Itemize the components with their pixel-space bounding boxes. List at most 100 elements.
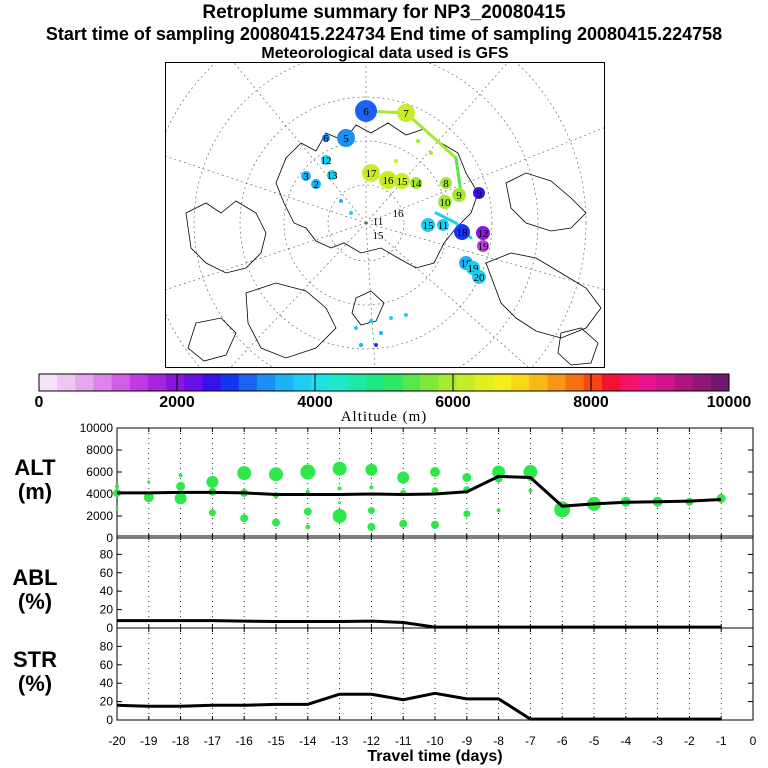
polar-map: 6 7 5 6 17 16 15 14 12 13 3 2 8 9 10 9 11 15 18 12 19 18 19 20 1… (165, 62, 605, 368)
plume-day-label: 15 (373, 230, 385, 242)
colorbar-swatch (39, 374, 58, 391)
alt-cluster-marker (147, 480, 151, 484)
plume-particle (404, 313, 408, 317)
colorbar-swatch (547, 374, 567, 391)
colorbar-swatch (620, 374, 639, 391)
plume-day-label: 18 (457, 227, 469, 239)
colorbar-swatch (583, 374, 603, 391)
abl-ytick-label: 40 (100, 584, 114, 598)
alt-cluster-marker (332, 461, 347, 476)
colorbar-swatch (256, 374, 276, 391)
alt-cluster-marker (176, 481, 186, 491)
abl-series-line (117, 619, 722, 629)
plume-particle (389, 316, 393, 320)
colorbar-tick-label: 6000 (435, 394, 471, 411)
plume-day-label: 19 (468, 263, 480, 275)
plot-title: Retroplume summary for NP3_20080415 (202, 2, 566, 23)
plume-day-label: 19 (478, 241, 490, 253)
colorbar-swatch (656, 374, 676, 391)
x-tick-label: 0 (750, 734, 757, 748)
plume-marker (379, 171, 397, 189)
alt-cluster-marker (365, 463, 378, 476)
alt-cluster-marker (174, 492, 187, 505)
plume-marker (476, 226, 490, 240)
alt-ytick-label: 4000 (86, 487, 113, 501)
x-tick-label: -11 (395, 734, 412, 748)
str-panel-unit: (%) (17, 671, 53, 696)
colorbar-swatch (638, 374, 657, 391)
colorbar-swatch (601, 374, 621, 391)
colorbar-swatch (57, 374, 76, 391)
plume-day-label: 16 (383, 175, 395, 187)
x-tick-label: -5 (589, 734, 600, 748)
plume-marker (440, 177, 452, 189)
meteo-source: Meteorological data used is GFS (261, 45, 509, 62)
x-tick-label: -19 (140, 734, 158, 748)
alt-panel-unit: (m) (17, 479, 53, 504)
abl-ytick-label: 0 (106, 621, 113, 635)
plume-marker (337, 129, 355, 147)
plume-particle (374, 343, 378, 347)
alt-ytick-label: 6000 (86, 465, 113, 479)
alt-cluster-marker (269, 467, 283, 482)
x-axis-title: Travel time (days) (367, 748, 503, 765)
colorbar-swatch (438, 374, 458, 391)
colorbar-tick-label: 2000 (159, 394, 195, 411)
plume-day-label: 11 (373, 216, 384, 228)
plume-day-label: 3 (303, 171, 309, 183)
plume-day-label: 5 (343, 133, 349, 145)
x-tick-label: -3 (652, 734, 663, 748)
alt-cluster-marker (115, 484, 119, 489)
alt-cluster-marker (305, 489, 310, 494)
x-tick-label: -9 (461, 734, 472, 748)
x-tick-label: -4 (620, 734, 631, 748)
plume-day-label: 6 (323, 133, 329, 145)
sampling-times: Start time of sampling 20080415.224734 E… (45, 24, 723, 44)
plume-day-label: 16 (393, 208, 405, 220)
x-tick-label: -13 (331, 734, 349, 748)
plume-day-label: 18 (461, 258, 473, 270)
alt-cluster-marker (462, 473, 472, 482)
colorbar-title: Altitude (m) (340, 409, 428, 425)
plume-marker (394, 173, 410, 189)
colorbar-swatch (238, 374, 258, 391)
colorbar-swatch (93, 374, 113, 391)
plume-day-label: 7 (403, 108, 409, 120)
plume-marker (473, 187, 485, 199)
plume-particle (354, 326, 358, 330)
abl-panel-label: ABL (%) (0, 566, 70, 614)
colorbar-swatch (75, 374, 94, 391)
colorbar-swatch (365, 374, 385, 391)
abl-panel-unit: (%) (17, 589, 53, 614)
colorbar-swatch (111, 374, 131, 391)
colorbar-swatch (220, 374, 240, 391)
alt-ytick-label: 10000 (80, 421, 114, 435)
alt-cluster-marker (300, 464, 316, 480)
colorbar-swatch (474, 374, 494, 391)
plume-particle (359, 343, 363, 347)
altitude-colorbar (38, 373, 730, 392)
plume-marker (438, 195, 452, 209)
plume-marker (355, 100, 377, 122)
alt-cluster-marker (397, 471, 410, 484)
alt-cluster-marker (523, 465, 538, 479)
x-tick-label: -12 (363, 734, 381, 748)
alt-cluster-marker (369, 485, 374, 490)
plume-marker (472, 270, 486, 284)
alt-cluster-marker (338, 501, 342, 505)
abl-panel-name: ABL (12, 565, 58, 590)
alt-cluster-marker (463, 510, 471, 518)
colorbar-swatch (329, 374, 349, 391)
x-tick-label: -10 (426, 734, 444, 748)
colorbar-swatch (456, 374, 476, 391)
x-tick-label: -1 (716, 734, 727, 748)
colorbar-swatch (402, 374, 421, 391)
alt-cluster-marker (431, 520, 439, 529)
str-ytick-label: 40 (100, 676, 114, 690)
alt-cluster-marker (528, 488, 533, 493)
x-tick-label: -20 (108, 734, 126, 748)
alt-ytick-label: 2000 (86, 509, 113, 523)
colorbar-swatch (492, 374, 512, 391)
